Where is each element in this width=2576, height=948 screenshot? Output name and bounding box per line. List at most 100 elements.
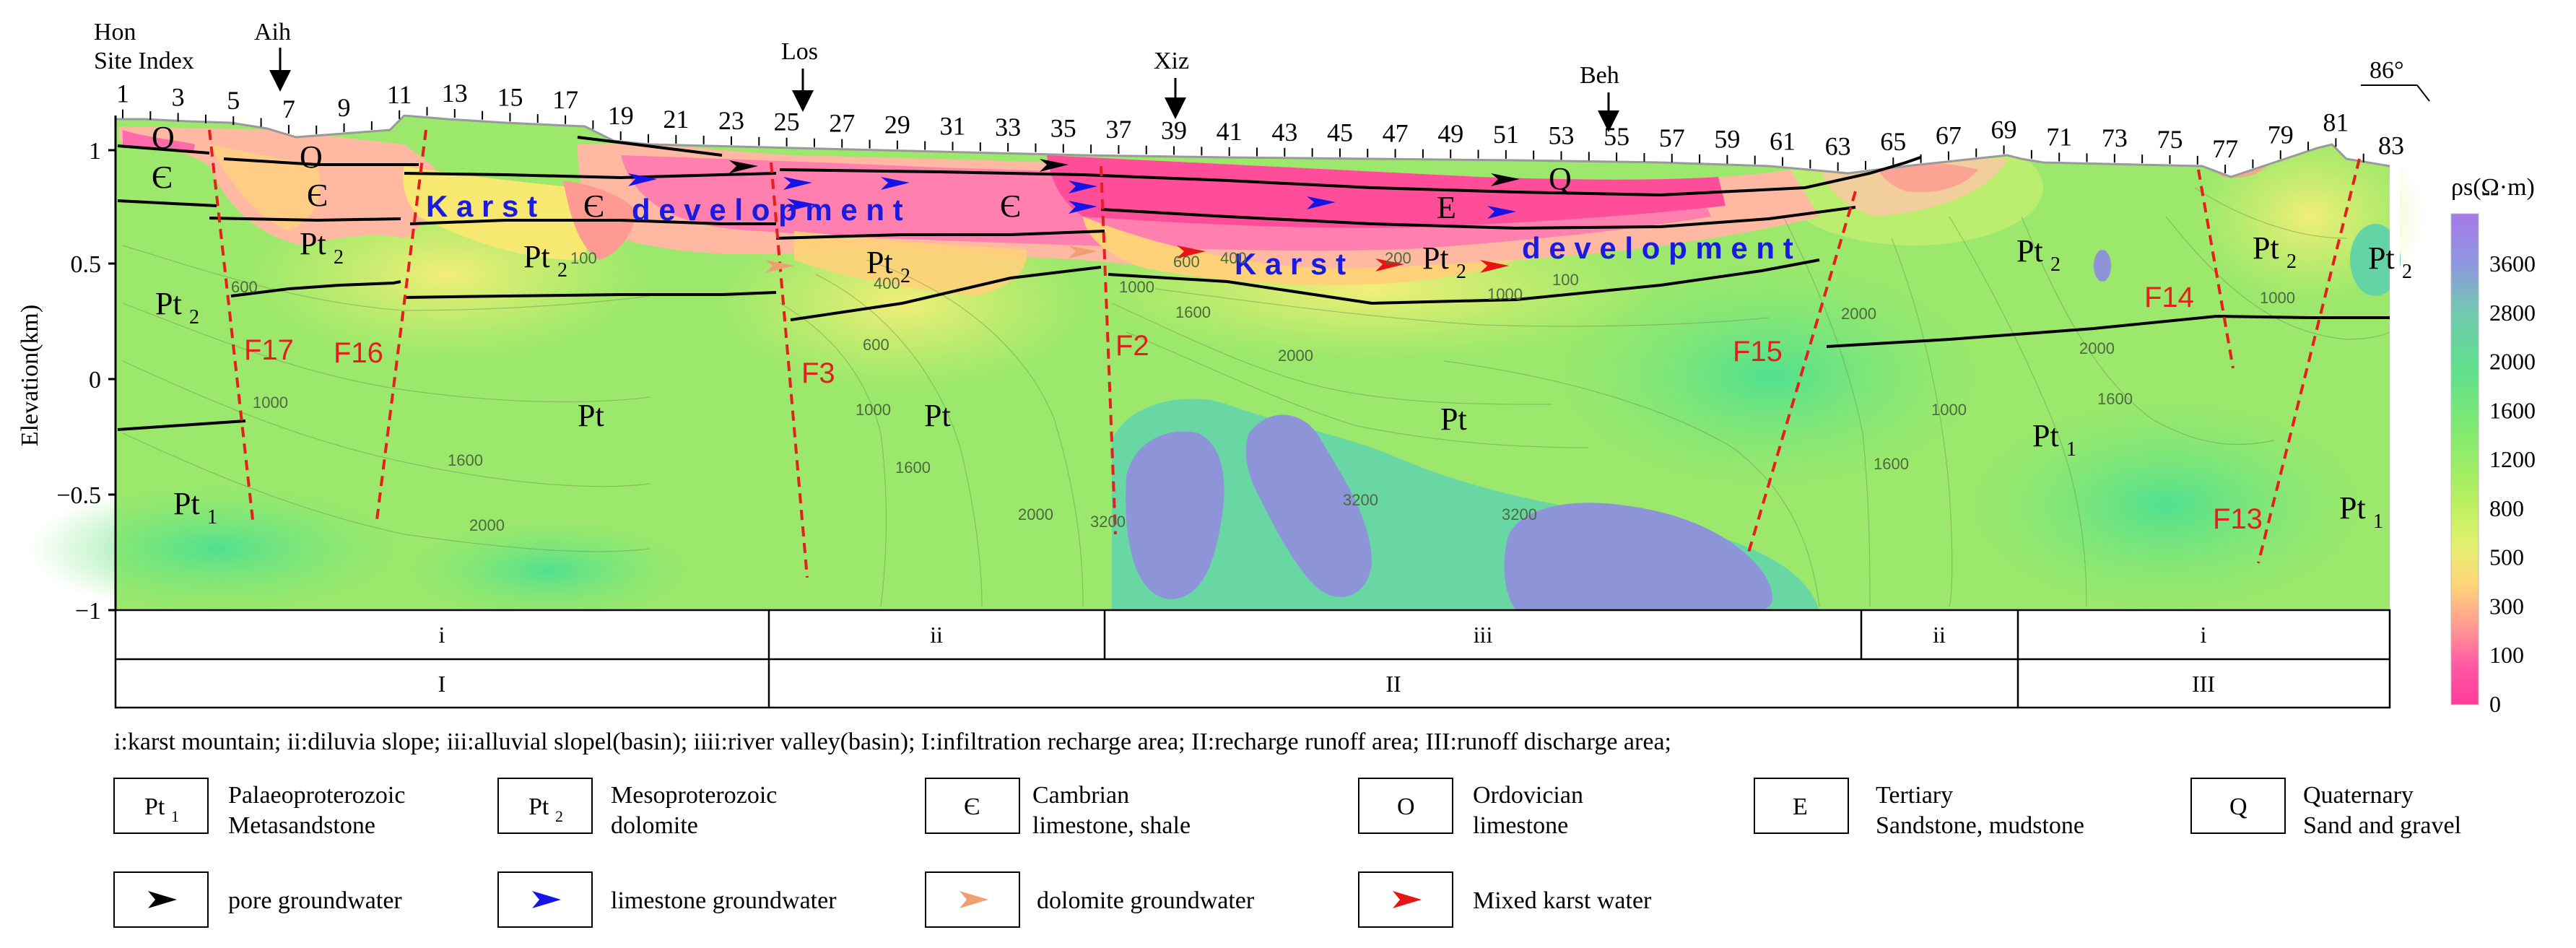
- contour-label: 400: [1220, 249, 1247, 267]
- site-number-label: 81: [2323, 108, 2349, 136]
- svg-text:dolomite groundwater: dolomite groundwater: [1037, 887, 1255, 914]
- svg-text:2: 2: [2050, 253, 2061, 276]
- svg-text:Sand and gravel: Sand and gravel: [2303, 812, 2461, 839]
- contour-label: 2000: [1278, 347, 1313, 365]
- development-label: d e v e l o p m e n t: [1522, 231, 1793, 265]
- high-res-body-3: [1504, 503, 1772, 610]
- colorbar-tick-label: 300: [2489, 593, 2524, 619]
- stratum-q: Q: [1549, 161, 1572, 196]
- colorbar-tick-label: 1600: [2489, 397, 2536, 423]
- svg-text:2: 2: [2286, 251, 2297, 273]
- site-number-label: 79: [2268, 120, 2294, 149]
- svg-text:Cambrian: Cambrian: [1032, 782, 1129, 809]
- svg-text:Є: Є: [964, 793, 980, 820]
- stratum-o: O: [300, 139, 323, 175]
- svg-text:Pt: Pt: [173, 486, 200, 521]
- stratum-pt2: Pt 2: [2016, 233, 2061, 276]
- site-number-label: 69: [1991, 115, 2017, 144]
- svg-text:Pt: Pt: [866, 245, 893, 280]
- site-number-label: 73: [2102, 123, 2128, 152]
- zone-row1-cell: ii: [1933, 622, 1946, 648]
- legend-pore-groundwater: pore groundwater: [113, 871, 402, 928]
- site-number-label: 21: [663, 105, 689, 134]
- site-number-label: 37: [1105, 115, 1131, 144]
- colorbar-tick-label: 2000: [2489, 349, 2536, 375]
- site-index-label: Site Index: [94, 48, 194, 74]
- topography-line: [116, 114, 2398, 178]
- site-number-label: 17: [552, 85, 578, 114]
- colorbar-tick-label: 0: [2489, 691, 2501, 717]
- contour-label: 1000: [253, 393, 288, 412]
- svg-text:Quaternary: Quaternary: [2303, 782, 2414, 809]
- svg-text:2: 2: [1456, 261, 1466, 283]
- angle-label: 86°: [2370, 57, 2404, 84]
- karst-labels: K a r s t d e v e l o p m e n t K a r s …: [426, 189, 1793, 281]
- dolomite-arrow: [1069, 245, 1097, 258]
- zone-row1-cell: i: [2201, 622, 2207, 648]
- contour-label: 3200: [1502, 505, 1537, 523]
- limestone-arrow: [1069, 181, 1097, 193]
- site-number-label: 55: [1604, 122, 1629, 151]
- svg-text:Pt: Pt: [2253, 230, 2279, 266]
- dolomite-arrow: [765, 260, 794, 273]
- svg-text:2: 2: [900, 265, 910, 287]
- stratum-pt: Pt: [578, 398, 604, 433]
- svg-text:dolomite: dolomite: [611, 812, 698, 839]
- stratum-pt1: Pt 1: [173, 486, 217, 529]
- aih-label: Aih: [254, 19, 291, 45]
- contour-value-labels: 600 1000 1600 2000 400 600 1000 1600 200…: [231, 249, 2295, 534]
- svg-text:Pt: Pt: [144, 793, 165, 820]
- svg-text:Mesoproterozoic: Mesoproterozoic: [611, 782, 777, 809]
- y-tick-label: 0.5: [71, 251, 102, 278]
- site-number-label: 83: [2378, 131, 2404, 160]
- limestone-arrow: [1307, 196, 1336, 209]
- mixed-karst-arrow: [1480, 260, 1509, 273]
- resistivity-section: [29, 0, 2426, 621]
- stratum-o: O: [152, 120, 175, 155]
- fault-lines: [208, 129, 2361, 578]
- site-number-label: 23: [718, 106, 744, 135]
- contour-label: 2000: [1018, 505, 1053, 523]
- limestone-arrow: [783, 177, 812, 190]
- contour-label: 1000: [856, 401, 891, 419]
- svg-text:1: 1: [171, 807, 179, 825]
- los-label: Los: [781, 38, 818, 65]
- svg-text:Palaeoproterozoic: Palaeoproterozoic: [228, 782, 405, 809]
- fault-label-f17: F17: [244, 334, 294, 366]
- legend-quaternary: Q Quaternary Sand and gravel: [2190, 778, 2461, 839]
- site-number-label: 31: [940, 111, 966, 140]
- svg-text:pore groundwater: pore groundwater: [228, 887, 402, 914]
- contour-label: 1600: [2097, 390, 2133, 408]
- contour-label: 1600: [448, 451, 483, 469]
- y-axis-title: Elevation(km): [17, 305, 43, 446]
- fault-label-f13: F13: [2213, 503, 2263, 535]
- svg-text:Tertiary: Tertiary: [1876, 782, 1953, 809]
- site-number-label: 67: [1936, 121, 1962, 150]
- legend-flows: pore groundwater limestone groundwater d…: [113, 871, 1652, 928]
- y-tick-label: −0.5: [56, 482, 101, 509]
- stratum-pt2: Pt 2: [866, 245, 910, 287]
- legend-mixed-karst-water: Mixed karst water: [1358, 871, 1652, 928]
- limestone-arrow: [787, 199, 816, 212]
- site-number-label: 53: [1548, 121, 1574, 149]
- limestone-arrow-icon: [532, 891, 561, 908]
- hon-label: Hon: [94, 19, 136, 45]
- stratum-cambrian: Є: [583, 188, 604, 224]
- contour-lines: [122, 187, 2390, 607]
- site-number-label: 43: [1271, 118, 1297, 147]
- fault-label-f2: F2: [1115, 330, 1149, 362]
- svg-text:limestone groundwater: limestone groundwater: [611, 887, 837, 914]
- contour-label: 100: [570, 249, 597, 267]
- stratum-cambrian: Є: [307, 178, 328, 213]
- svg-text:1: 1: [2373, 510, 2383, 533]
- site-number-label: 7: [282, 95, 295, 123]
- contour-label: 1000: [1487, 285, 1523, 303]
- contour-label: 600: [231, 278, 258, 296]
- svg-text:Pt: Pt: [523, 239, 550, 274]
- limestone-arrow: [881, 177, 910, 190]
- site-number-label: 59: [1714, 125, 1740, 154]
- colorbar-tick-label: 800: [2489, 495, 2524, 521]
- svg-text:2: 2: [2402, 261, 2412, 283]
- site-number-label: 9: [338, 93, 351, 122]
